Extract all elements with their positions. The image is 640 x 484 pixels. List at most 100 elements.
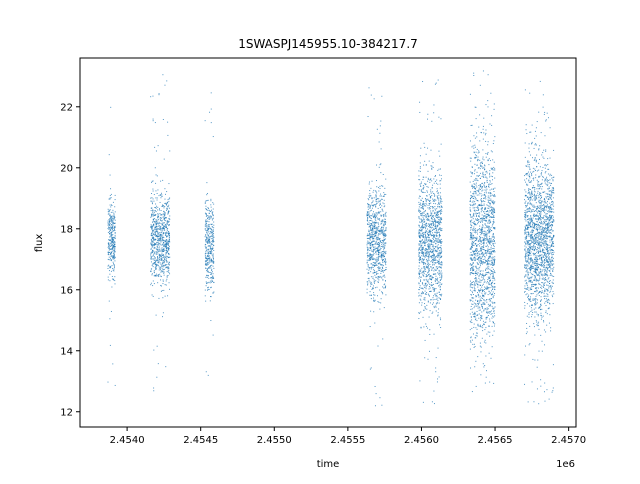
- data-point: [482, 225, 484, 227]
- data-point: [111, 255, 113, 257]
- data-point: [163, 259, 165, 261]
- data-point: [385, 215, 387, 217]
- data-point: [167, 247, 169, 249]
- data-point: [208, 239, 210, 241]
- data-point: [166, 275, 168, 277]
- data-point: [168, 210, 170, 212]
- data-point: [435, 233, 437, 235]
- data-point: [372, 226, 374, 228]
- data-point: [157, 244, 159, 246]
- data-point: [489, 292, 491, 294]
- data-point: [480, 317, 482, 319]
- data-point: [419, 202, 421, 204]
- data-point: [418, 249, 420, 251]
- data-point: [428, 257, 430, 259]
- data-point: [492, 250, 494, 252]
- data-point: [419, 259, 421, 261]
- data-point: [208, 271, 210, 273]
- data-point: [481, 162, 483, 164]
- data-point: [168, 247, 170, 249]
- data-point: [433, 104, 435, 106]
- data-point: [480, 346, 482, 348]
- data-point: [384, 283, 386, 285]
- data-point: [165, 246, 167, 248]
- data-point: [155, 251, 157, 253]
- data-point: [151, 213, 153, 215]
- data-point: [164, 217, 166, 219]
- data-point: [164, 206, 166, 208]
- data-point: [158, 223, 160, 225]
- data-point: [429, 256, 431, 258]
- data-point: [482, 273, 484, 275]
- data-point: [153, 242, 155, 244]
- data-point: [474, 284, 476, 286]
- data-point: [492, 297, 494, 299]
- data-point: [163, 244, 165, 246]
- data-point: [473, 223, 475, 225]
- data-point: [109, 252, 111, 254]
- data-point: [428, 247, 430, 249]
- data-point: [494, 201, 496, 203]
- data-point: [377, 243, 379, 245]
- data-point: [421, 271, 423, 273]
- data-point: [112, 240, 114, 242]
- data-point: [164, 212, 166, 214]
- data-point: [375, 222, 377, 224]
- data-point: [435, 310, 437, 312]
- data-point: [383, 284, 385, 286]
- data-point: [424, 306, 426, 308]
- data-point: [490, 264, 492, 266]
- data-point: [155, 214, 157, 216]
- data-point: [371, 209, 373, 211]
- data-point: [478, 277, 480, 279]
- data-point: [439, 197, 441, 199]
- data-point: [208, 277, 210, 279]
- data-point: [163, 218, 165, 220]
- data-point: [476, 332, 478, 334]
- data-point: [424, 269, 426, 271]
- data-point: [151, 227, 153, 229]
- data-point: [166, 251, 168, 253]
- data-point: [424, 239, 426, 241]
- data-point: [157, 274, 159, 276]
- data-point: [205, 220, 207, 222]
- data-point: [471, 259, 473, 261]
- data-point: [168, 221, 170, 223]
- data-point: [154, 261, 156, 263]
- data-point: [470, 268, 472, 270]
- data-point: [471, 284, 473, 286]
- data-point: [109, 266, 111, 268]
- data-point: [437, 217, 439, 219]
- data-point: [420, 249, 422, 251]
- data-point: [473, 302, 475, 304]
- data-point: [161, 205, 163, 207]
- data-point: [369, 207, 371, 209]
- data-point: [479, 239, 481, 241]
- data-point: [205, 219, 207, 221]
- data-point: [112, 217, 114, 219]
- data-point: [367, 264, 369, 266]
- data-point: [486, 317, 488, 319]
- data-point: [109, 245, 111, 247]
- data-point: [109, 215, 111, 217]
- data-point: [470, 205, 472, 207]
- data-point: [426, 240, 428, 242]
- data-point: [473, 236, 475, 238]
- data-point: [439, 187, 441, 189]
- data-point: [369, 253, 371, 255]
- data-point: [114, 226, 116, 228]
- data-point: [377, 207, 379, 209]
- data-point: [378, 276, 380, 278]
- data-point: [167, 213, 169, 215]
- data-point: [372, 276, 374, 278]
- data-point: [372, 244, 374, 246]
- data-point: [433, 246, 435, 248]
- data-point: [372, 205, 374, 207]
- data-point: [471, 241, 473, 243]
- data-point: [375, 215, 377, 217]
- data-point: [371, 254, 373, 256]
- data-point: [163, 225, 165, 227]
- data-point: [152, 221, 154, 223]
- data-point: [494, 227, 496, 229]
- data-point: [485, 239, 487, 241]
